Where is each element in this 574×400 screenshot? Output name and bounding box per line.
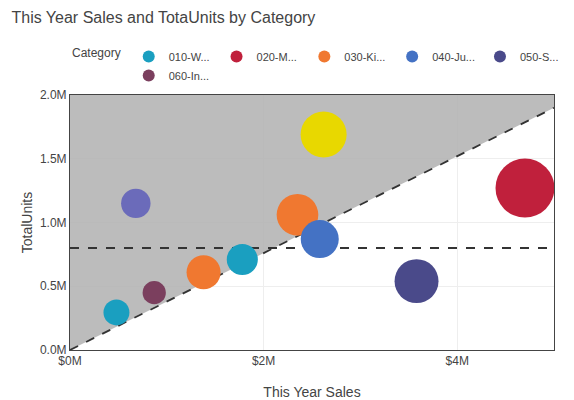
- svg-text:Category: Category: [72, 47, 121, 61]
- svg-text:$0M: $0M: [58, 354, 81, 368]
- svg-text:010-W...: 010-W...: [169, 51, 210, 63]
- svg-text:TotalUnits: TotalUnits: [19, 192, 35, 253]
- svg-text:040-Ju...: 040-Ju...: [432, 51, 475, 63]
- svg-text:060-In...: 060-In...: [169, 70, 209, 82]
- svg-text:2.0M: 2.0M: [40, 88, 67, 102]
- svg-text:050-S...: 050-S...: [520, 51, 559, 63]
- svg-text:1.5M: 1.5M: [40, 152, 67, 166]
- svg-text:030-Ki...: 030-Ki...: [344, 51, 385, 63]
- svg-text:0.0M: 0.0M: [40, 343, 67, 357]
- svg-text:020-M...: 020-M...: [257, 51, 297, 63]
- svg-text:1.0M: 1.0M: [40, 216, 67, 230]
- svg-text:$4M: $4M: [446, 354, 469, 368]
- svg-text:$2M: $2M: [252, 354, 275, 368]
- svg-text:0.5M: 0.5M: [40, 279, 67, 293]
- svg-text:This Year Sales and TotaUnits: This Year Sales and TotaUnits by Categor…: [11, 9, 315, 26]
- svg-text:This Year Sales: This Year Sales: [263, 384, 360, 400]
